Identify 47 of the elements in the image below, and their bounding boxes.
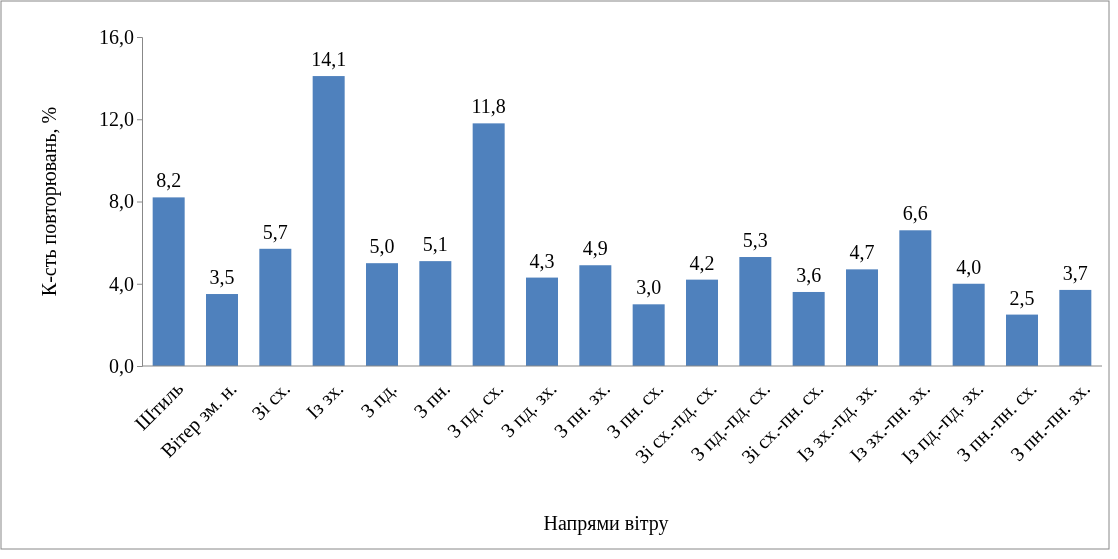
x-axis-title: Напрями вітру [543, 512, 669, 535]
data-label: 4,9 [582, 237, 608, 260]
data-label: 3,7 [1062, 261, 1088, 284]
data-label: 6,6 [902, 202, 928, 225]
data-label: 3,0 [636, 276, 662, 299]
bar [259, 248, 292, 366]
bar [579, 265, 612, 366]
bar [312, 76, 345, 366]
y-tick-label: 16,0 [99, 25, 134, 48]
bar [952, 283, 985, 366]
data-label: 14,1 [311, 48, 347, 71]
bar [739, 257, 772, 366]
data-label: 4,2 [689, 251, 715, 274]
y-axis-title: К-сть повторювань, % [38, 106, 61, 297]
data-label: 4,3 [529, 249, 555, 272]
bar [206, 294, 238, 366]
bar [526, 277, 558, 366]
data-label: 2,5 [1009, 286, 1035, 309]
bar [632, 304, 665, 366]
x-tick-label: З пн. [409, 377, 455, 423]
x-tick-label: Із зх. [301, 377, 348, 423]
data-label: 5,1 [422, 233, 448, 256]
bar [792, 291, 825, 366]
bar [152, 197, 185, 366]
data-label: 5,0 [369, 235, 395, 258]
data-label: 3,5 [209, 266, 235, 289]
y-tick-label: 4,0 [109, 272, 134, 295]
data-label: 8,2 [156, 169, 182, 192]
y-tick-label: 12,0 [99, 108, 134, 131]
data-label: 3,6 [796, 263, 822, 286]
bar [686, 279, 718, 366]
y-tick-label: 8,0 [109, 190, 134, 213]
bar [419, 261, 452, 366]
bar [1059, 289, 1092, 366]
bar [1006, 314, 1038, 366]
bar [899, 230, 932, 366]
data-label: 4,7 [849, 241, 875, 264]
bar [472, 123, 505, 366]
x-tick-label: З пд. [356, 377, 402, 423]
x-tick-label: Зі сх. [247, 377, 295, 424]
data-label: 5,7 [262, 220, 288, 243]
bar [366, 263, 398, 366]
data-label: 5,3 [742, 229, 768, 252]
y-tick-label: 0,0 [109, 354, 134, 377]
bar [846, 269, 878, 366]
data-label: 4,0 [956, 255, 982, 278]
data-label: 11,8 [471, 95, 506, 118]
